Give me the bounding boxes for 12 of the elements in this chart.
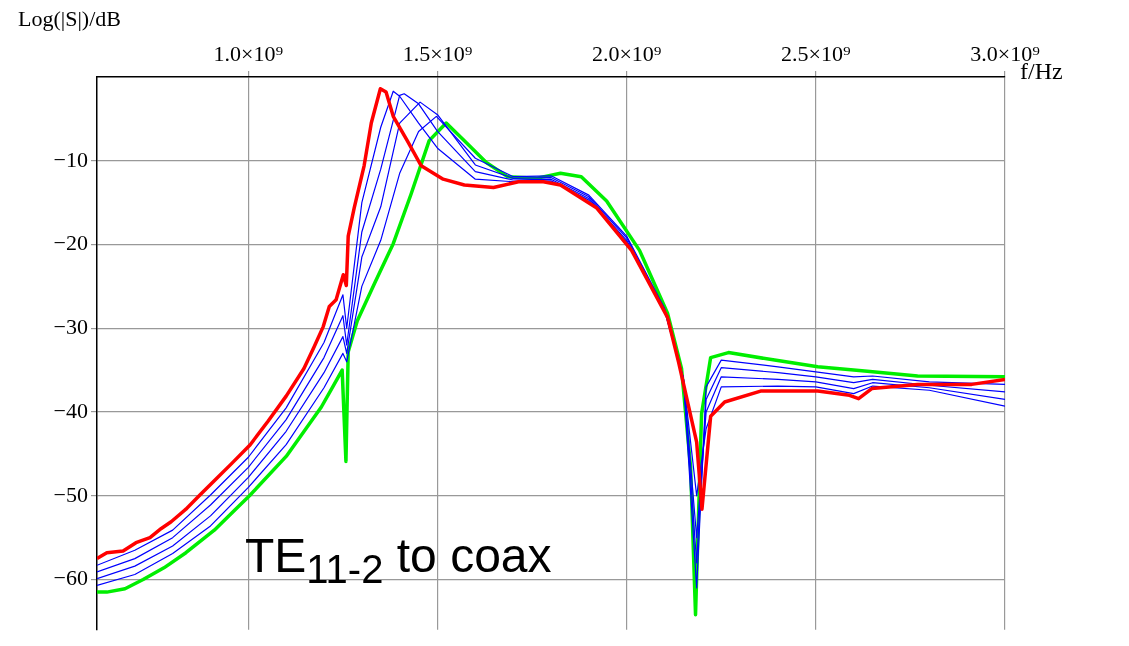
y-tick-label: −10 (53, 146, 88, 172)
y-tick-label: −40 (53, 397, 88, 423)
x-tick-label: 1.0×10⁹ (213, 40, 284, 66)
x-tick-label: 2.5×10⁹ (781, 40, 851, 66)
x-tick-label: 2.0×10⁹ (591, 40, 662, 66)
annotation: TE$_{11-2}$ to coax (245, 528, 552, 592)
y-tick-label: −20 (53, 230, 88, 256)
y-tick-label: −30 (53, 314, 88, 340)
y-tick-label: −60 (53, 565, 88, 591)
y-axis-title: Log(|S|)/dB (18, 6, 121, 32)
y-tick-label: −50 (53, 481, 88, 507)
x-tick-label: 1.5×10⁹ (402, 40, 473, 66)
